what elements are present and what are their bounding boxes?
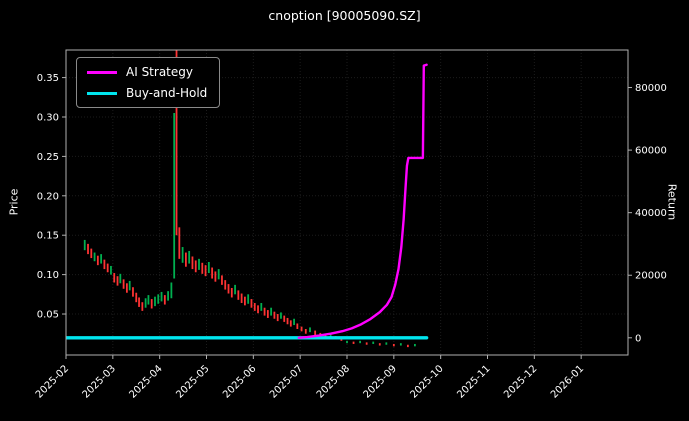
legend-label-buy-and-hold: Buy-and-Hold bbox=[126, 86, 208, 100]
legend: AI Strategy Buy-and-Hold bbox=[76, 57, 221, 108]
legend-label-ai-strategy: AI Strategy bbox=[126, 65, 193, 79]
svg-text:2025-05: 2025-05 bbox=[174, 363, 211, 400]
svg-text:0.25: 0.25 bbox=[37, 152, 59, 163]
svg-text:2025-09: 2025-09 bbox=[362, 363, 399, 400]
buy-and-hold-line-swatch bbox=[87, 91, 117, 95]
svg-text:0.05: 0.05 bbox=[37, 310, 59, 321]
svg-text:40000: 40000 bbox=[635, 208, 667, 219]
svg-text:2025-07: 2025-07 bbox=[268, 363, 305, 400]
svg-text:2025-08: 2025-08 bbox=[315, 363, 352, 400]
svg-text:0: 0 bbox=[635, 333, 641, 344]
legend-item-ai-strategy: AI Strategy bbox=[87, 66, 207, 78]
svg-text:2025-12: 2025-12 bbox=[502, 363, 539, 400]
svg-text:0.30: 0.30 bbox=[37, 112, 59, 123]
svg-text:2025-06: 2025-06 bbox=[221, 363, 258, 400]
svg-text:2025-04: 2025-04 bbox=[127, 363, 164, 400]
svg-text:2025-03: 2025-03 bbox=[81, 363, 118, 400]
svg-text:60000: 60000 bbox=[635, 146, 667, 157]
svg-text:0.20: 0.20 bbox=[37, 191, 59, 202]
svg-text:20000: 20000 bbox=[635, 271, 667, 282]
svg-text:80000: 80000 bbox=[635, 83, 667, 94]
svg-text:2026-01: 2026-01 bbox=[549, 363, 586, 400]
legend-item-buy-and-hold: Buy-and-Hold bbox=[87, 87, 207, 99]
svg-text:2025-10: 2025-10 bbox=[408, 363, 445, 400]
svg-text:0.10: 0.10 bbox=[37, 270, 59, 281]
ai-strategy-line-swatch bbox=[87, 70, 117, 74]
svg-text:0.35: 0.35 bbox=[37, 73, 59, 84]
svg-text:2025-02: 2025-02 bbox=[34, 363, 71, 400]
chart-title: cnoption [90005090.SZ] bbox=[268, 8, 421, 23]
svg-text:0.15: 0.15 bbox=[37, 231, 59, 242]
svg-text:2025-11: 2025-11 bbox=[455, 363, 492, 400]
